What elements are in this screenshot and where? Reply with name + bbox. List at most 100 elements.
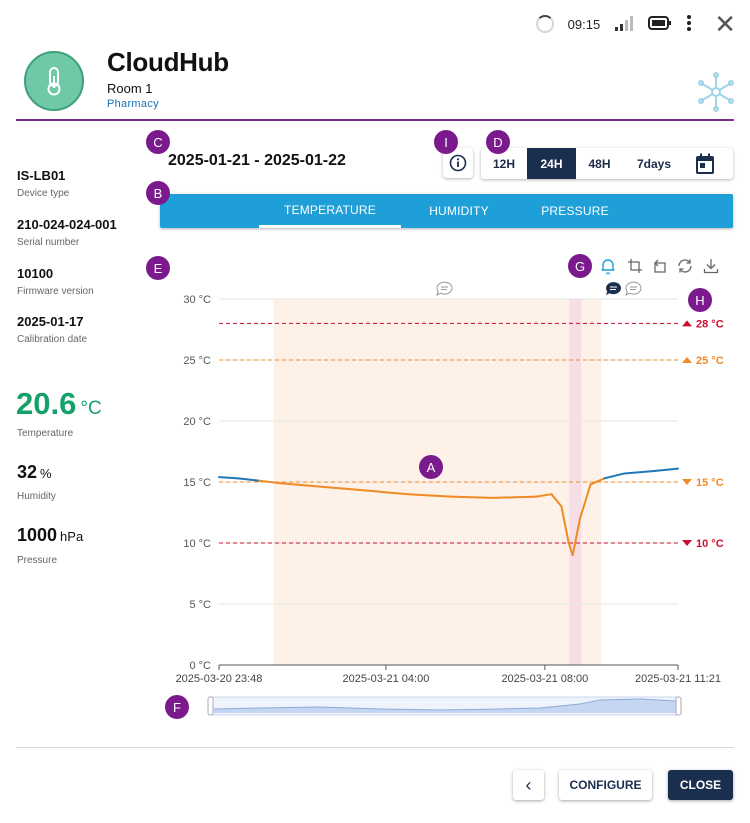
bell-icon[interactable] (598, 256, 618, 276)
badge-c: C (146, 130, 170, 154)
back-button[interactable]: ‹ (513, 770, 544, 800)
series-segment (653, 467, 679, 473)
device-type-label: Device type (17, 188, 70, 199)
data-point (218, 476, 220, 478)
series-segment (550, 493, 563, 508)
badge-e: E (146, 256, 170, 280)
badge-h: H (688, 288, 712, 312)
data-point (590, 484, 592, 486)
data-point (280, 482, 282, 484)
data-point (561, 506, 563, 508)
data-point (624, 473, 626, 475)
room-name: Room 1 (107, 81, 153, 96)
comment-icon[interactable] (436, 281, 453, 297)
temperature-reading: 20.6 °C (16, 386, 102, 421)
crop-reset-icon[interactable] (650, 256, 670, 276)
data-point (492, 497, 494, 499)
data-point (259, 480, 261, 482)
alarm-comment-icon[interactable] (606, 282, 621, 295)
navigator-right-handle[interactable] (675, 696, 682, 716)
y-tick-label: 15 °C (183, 477, 211, 489)
close-window-icon[interactable]: ✕ (714, 9, 736, 39)
range-48h-button[interactable]: 48H (588, 156, 611, 171)
threshold-up-arrow-icon (682, 320, 692, 327)
serial-number-label: Serial number (17, 237, 80, 248)
pressure-label: Pressure (17, 555, 58, 566)
data-point (365, 490, 367, 492)
series-segment (567, 542, 574, 557)
series-segment (365, 489, 410, 496)
pressure-reading: 1000 hPa (17, 525, 84, 545)
metric-tabs: TEMPERATURE HUMIDITY PRESSURE (160, 194, 733, 228)
time-range-selector: 12H 24H 48H 7days (481, 148, 733, 179)
series-segment (218, 476, 240, 480)
y-tick-label: 30 °C (183, 294, 211, 306)
sync-spinner-icon (535, 15, 554, 33)
threshold-up-arrow-icon (682, 357, 692, 363)
threshold-down-arrow-icon (682, 479, 692, 485)
data-point (551, 493, 553, 495)
tab-temperature[interactable]: TEMPERATURE (259, 194, 401, 228)
info-icon (449, 154, 467, 172)
range-7days-button[interactable]: 7days (636, 156, 672, 171)
data-point (572, 554, 574, 556)
calendar-icon (696, 153, 714, 174)
data-point (579, 518, 581, 520)
navigator-left-handle[interactable] (207, 696, 214, 716)
zoom-navigator[interactable] (207, 696, 682, 716)
series-segment (589, 477, 606, 486)
download-icon[interactable] (701, 256, 721, 276)
calendar-button[interactable] (685, 148, 725, 179)
data-point (677, 468, 679, 470)
y-tick-label: 10 °C (183, 538, 211, 550)
configure-button[interactable]: CONFIGURE (559, 770, 652, 800)
humidity-reading: 32% (17, 462, 52, 482)
comment-icon[interactable] (625, 281, 642, 297)
series-segment (578, 483, 592, 520)
data-point (322, 486, 324, 488)
x-tick-label: 2025-03-20 23:48 (176, 673, 263, 685)
series-segment (603, 472, 626, 480)
y-tick-label: 0 °C (189, 660, 211, 672)
crop-icon[interactable] (625, 256, 645, 276)
footer-divider (16, 747, 734, 748)
y-tick-label: 20 °C (183, 416, 211, 428)
tab-pressure[interactable]: PRESSURE (541, 204, 609, 218)
serial-number-value: 210-024-024-001 (17, 217, 117, 232)
more-menu-icon[interactable] (686, 14, 692, 34)
series-segment (449, 495, 495, 499)
series-segment (492, 495, 538, 499)
thermometer-avatar-icon (24, 51, 84, 111)
badge-f: F (165, 695, 189, 719)
battery-icon (648, 15, 672, 33)
status-bar: 09:15 ✕ (535, 9, 736, 39)
series-segment (258, 479, 282, 485)
data-point (450, 496, 452, 498)
threshold-label: 15 °C (696, 477, 724, 489)
calibration-date-value: 2025-01-17 (17, 314, 84, 329)
series-segment (237, 477, 261, 482)
series-segment (560, 505, 570, 544)
data-point (653, 470, 655, 472)
threshold-label: 10 °C (696, 538, 724, 550)
x-tick-label: 2025-03-21 04:00 (342, 673, 429, 685)
firmware-version-label: Firmware version (17, 286, 94, 297)
threshold-down-arrow-icon (682, 540, 692, 546)
close-button[interactable]: CLOSE (668, 770, 733, 800)
network-hub-icon (696, 72, 736, 117)
range-12h-button[interactable]: 12H (492, 156, 515, 171)
refresh-icon[interactable] (675, 256, 695, 276)
series-segment (279, 482, 324, 488)
range-24h-button[interactable]: 24H (527, 148, 576, 179)
badge-g: G (568, 254, 592, 278)
humidity-label: Humidity (17, 491, 56, 502)
series-segment (407, 493, 452, 498)
badge-b: B (146, 181, 170, 205)
series-segment (321, 485, 368, 492)
data-point (237, 478, 239, 480)
series-segment (535, 493, 553, 498)
series-segment (623, 470, 656, 475)
badge-d: D (486, 130, 510, 154)
tab-humidity[interactable]: HUMIDITY (429, 204, 489, 218)
